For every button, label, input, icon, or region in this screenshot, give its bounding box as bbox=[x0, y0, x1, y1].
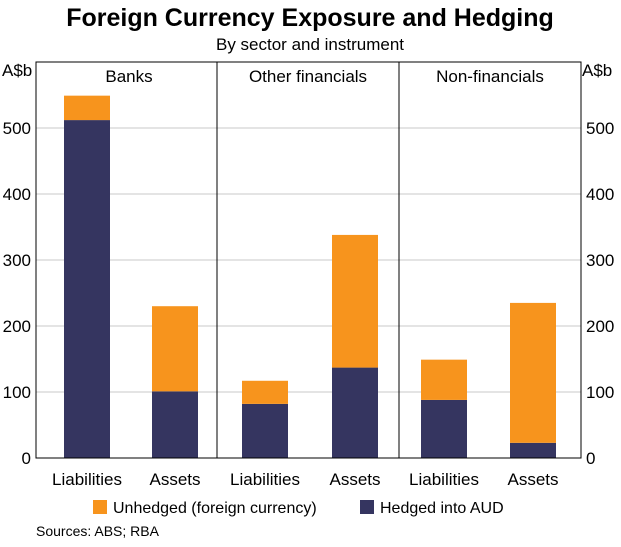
chart-subtitle: By sector and instrument bbox=[216, 35, 404, 54]
bar-hedged bbox=[332, 367, 378, 458]
y-axis-label-right: A$b bbox=[582, 61, 612, 80]
y-tick-label-left: 100 bbox=[3, 383, 31, 402]
y-tick-label-left: 500 bbox=[3, 119, 31, 138]
y-tick-label-right: 400 bbox=[586, 185, 614, 204]
bar-layer bbox=[64, 95, 556, 458]
x-tick-label: Liabilities bbox=[409, 470, 479, 489]
y-tick-label-right: 300 bbox=[586, 251, 614, 270]
y-tick-label-right: 0 bbox=[586, 449, 595, 468]
bar-unhedged bbox=[510, 302, 556, 443]
bar-hedged bbox=[510, 442, 556, 458]
y-tick-label-left: 300 bbox=[3, 251, 31, 270]
legend-swatch-hedged bbox=[360, 500, 374, 514]
legend-label-hedged: Hedged into AUD bbox=[380, 500, 504, 517]
x-tick-label: Assets bbox=[149, 470, 200, 489]
bar-unhedged bbox=[421, 359, 467, 400]
bar-hedged bbox=[421, 399, 467, 458]
bar-unhedged bbox=[152, 306, 198, 392]
y-tick-label-right: 200 bbox=[586, 317, 614, 336]
panel-title-other-financials: Other financials bbox=[249, 67, 367, 86]
x-tick-label: Liabilities bbox=[52, 470, 122, 489]
y-tick-label-left: 200 bbox=[3, 317, 31, 336]
bar-hedged bbox=[152, 391, 198, 458]
x-tick-label: Liabilities bbox=[230, 470, 300, 489]
bar-hedged bbox=[64, 120, 110, 458]
legend-label-unhedged: Unhedged (foreign currency) bbox=[113, 500, 317, 517]
bar-unhedged bbox=[64, 95, 110, 121]
y-tick-label-right: 100 bbox=[586, 383, 614, 402]
tick-layer: 0 0 100 100 200 200 300 300 400 400 500 500 bbox=[3, 119, 615, 468]
x-tick-label: Assets bbox=[329, 470, 380, 489]
bar-unhedged bbox=[242, 380, 288, 404]
y-tick-label-right: 500 bbox=[586, 119, 614, 138]
bar-unhedged bbox=[332, 234, 378, 368]
y-tick-label-left: 0 bbox=[22, 449, 31, 468]
panel-title-banks: Banks bbox=[105, 67, 152, 86]
x-tick-label: Assets bbox=[507, 470, 558, 489]
source-note: Sources: ABS; RBA bbox=[36, 523, 160, 539]
plot-frame bbox=[35, 61, 582, 459]
panel-title-non-financials: Non-financials bbox=[436, 67, 544, 86]
bar-hedged bbox=[242, 403, 288, 458]
y-tick-label-left: 400 bbox=[3, 185, 31, 204]
chart-title: Foreign Currency Exposure and Hedging bbox=[66, 4, 554, 32]
grid-layer bbox=[36, 127, 581, 393]
y-axis-label-left: A$b bbox=[2, 61, 32, 80]
legend-swatch-unhedged bbox=[93, 500, 107, 514]
